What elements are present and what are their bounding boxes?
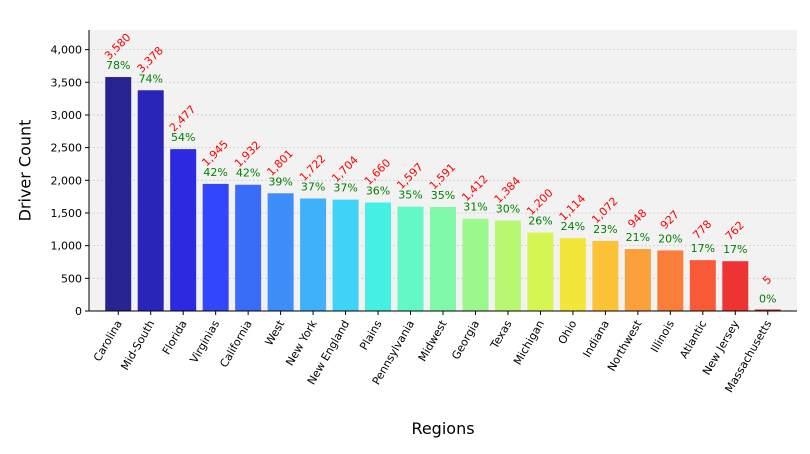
percent-label: 24% [561,220,585,233]
x-tick-label: Ohio [556,318,580,347]
percent-label: 26% [528,215,552,228]
percent-label: 74% [138,72,162,85]
x-tick-label: California [217,318,254,370]
bar [300,198,327,311]
percent-label: 54% [171,131,195,144]
percent-label: 37% [301,180,325,193]
y-tick-label: 2,500 [51,142,83,155]
percent-label: 42% [236,167,260,180]
y-axis-label: Driver Count [16,120,35,222]
bar [624,249,651,311]
y-tick-label: 3,000 [51,109,83,122]
percent-label: 36% [366,185,390,198]
percent-label: 0% [759,293,776,306]
percent-label: 39% [268,175,292,188]
bars [105,77,781,312]
x-tick-label: Georgia [449,318,482,362]
bar [137,90,164,312]
percent-label: 21% [626,231,650,244]
bar [430,207,456,311]
percent-label: 23% [593,223,617,236]
percent-label: 35% [431,189,455,202]
y-ticks: 0 500 1,000 1,500 2,000 2,500 3,000 3,500 4,000 [51,44,89,318]
x-tick-label: New York [283,317,320,368]
bar [689,260,716,311]
x-tick-label: Texas [488,318,515,352]
percent-label: 17% [691,242,715,255]
x-tick-label: Florida [160,318,190,357]
x-tick-label: Mid-South [118,318,157,373]
x-tick-label: Michigan [511,318,547,367]
bar [559,238,586,311]
x-tick-label: Atlantic [677,318,709,361]
x-axis-label: Regions [411,419,474,438]
bar [462,218,489,311]
x-tick-label: Carolina [91,318,125,364]
percent-label: 37% [333,182,357,195]
x-tick-label: Midwest [416,317,450,363]
bar [592,240,619,311]
bar [202,183,229,311]
x-tick-label: Illinois [648,318,677,355]
percent-label: 31% [463,201,487,214]
percent-label: 20% [658,232,682,245]
x-tick-label: West [262,317,287,348]
percent-label: 17% [723,243,747,256]
bar [754,309,781,311]
x-tick-label: Indiana [580,318,612,360]
y-tick-label: 3,500 [51,76,83,89]
bar [527,232,554,311]
y-tick-label: 4,000 [51,44,83,57]
bar [397,206,424,311]
bar [170,149,197,311]
bar [267,193,294,311]
y-tick-label: 2,000 [51,174,83,187]
bar [105,77,132,311]
percent-label: 30% [496,203,520,216]
percent-label: 42% [203,166,227,179]
bar [722,261,749,311]
percent-label: 35% [398,189,422,202]
x-tick-label: Virginias [187,318,222,366]
y-tick-label: 1,000 [51,240,83,253]
bar [332,199,359,311]
bar [494,220,521,311]
y-tick-label: 0 [75,305,82,318]
percent-label: 78% [106,59,130,72]
y-tick-label: 500 [61,272,82,285]
bar [365,202,392,311]
x-tick-label: Plains [357,318,384,353]
bar [657,250,684,311]
y-tick-label: 1,500 [51,207,83,220]
bar [235,184,262,311]
